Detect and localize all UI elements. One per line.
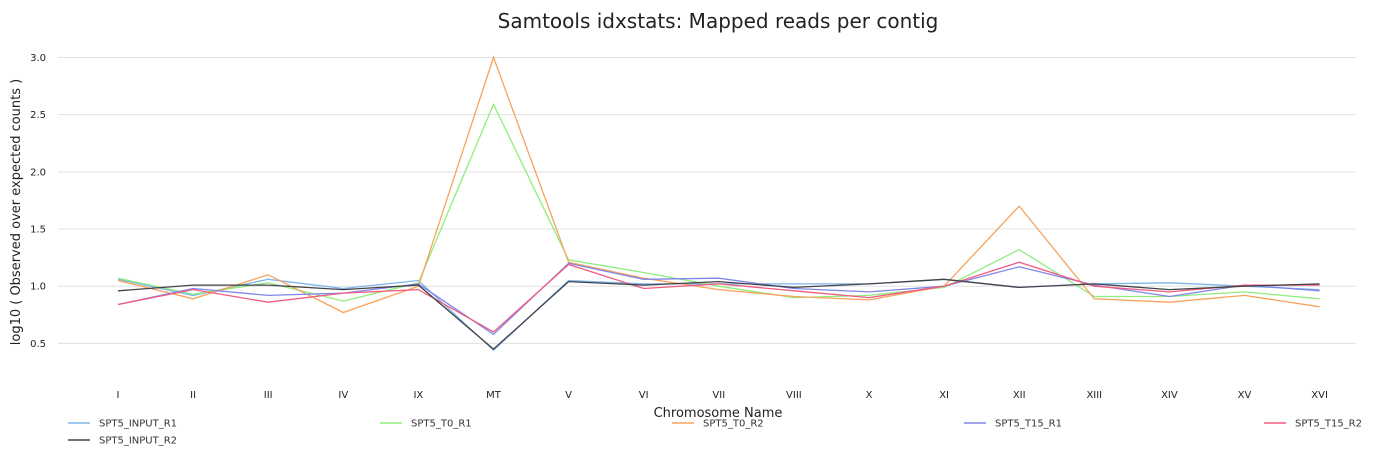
y-tick-label: 0.5 — [30, 339, 46, 350]
y-tick-label: 2.0 — [30, 167, 46, 178]
x-axis-label: Chromosome Name — [654, 406, 783, 421]
legend-label: SPT5_T15_R1 — [995, 419, 1062, 430]
x-tick-label: V — [565, 390, 572, 401]
legend[interactable]: SPT5_INPUT_R1 SPT5_T0_R1 SPT5_T0_R2 SPT5_T1… — [68, 419, 1362, 447]
y-tick-label: 1.5 — [30, 225, 46, 236]
chart-title: Samtools idxstats: Mapped reads per cont… — [498, 9, 939, 33]
x-tick-label: XII — [1013, 390, 1026, 401]
grid — [58, 56, 1356, 344]
x-tick-label: III — [264, 390, 273, 401]
legend-item[interactable]: SPT5_INPUT_R1 — [68, 419, 177, 430]
series-line-spt5-t0-r2[interactable] — [117, 55, 1320, 314]
legend-item[interactable]: SPT5_T15_R1 — [964, 419, 1062, 430]
x-tick-label: XVI — [1311, 390, 1328, 401]
y-tick-label: 2.5 — [30, 110, 46, 121]
legend-label: SPT5_T0_R1 — [411, 419, 472, 430]
x-tick-label: I — [117, 390, 120, 401]
y-tick-label: 1.0 — [30, 282, 46, 293]
x-tick-label: XI — [939, 390, 949, 401]
x-tick-label: XV — [1238, 390, 1252, 401]
legend-item[interactable]: SPT5_T15_R2 — [1264, 419, 1362, 430]
x-tick-label: XIV — [1161, 390, 1178, 401]
series-line-spt5-t0-r1[interactable] — [117, 102, 1320, 302]
y-tick-label: 3.0 — [30, 53, 46, 64]
x-tick-label: IV — [338, 390, 348, 401]
x-tick-label: IX — [413, 390, 423, 401]
legend-label: SPT5_INPUT_R1 — [99, 419, 177, 430]
x-tick-label: X — [866, 390, 873, 401]
series-line-spt5-t15-r2[interactable] — [117, 261, 1320, 333]
x-tick-label: VI — [639, 390, 649, 401]
series-line-spt5-t15-r1[interactable] — [117, 262, 1320, 336]
legend-item[interactable]: SPT5_T0_R2 — [672, 419, 764, 430]
series-line-spt5-input-r2[interactable] — [117, 278, 1320, 350]
x-tick-label: MT — [486, 390, 502, 401]
y-axis-label: log10 ( Observed over expected counts ) — [9, 79, 24, 346]
series-lines — [117, 55, 1320, 352]
legend-label: SPT5_T15_R2 — [1295, 419, 1362, 430]
legend-item[interactable]: SPT5_T0_R1 — [380, 419, 472, 430]
x-axis-ticks: I II III IV IX MT V VI VII VIII X XI XII XIII XIV XV XVI — [117, 390, 1328, 401]
legend-label: SPT5_T0_R2 — [703, 419, 764, 430]
x-tick-label: XIII — [1086, 390, 1102, 401]
y-axis-ticks: 0.5 1.0 1.5 2.0 2.5 3.0 — [30, 53, 46, 350]
x-tick-label: II — [190, 390, 196, 401]
x-tick-label: VIII — [786, 390, 802, 401]
x-tick-label: VII — [712, 390, 725, 401]
legend-label: SPT5_INPUT_R2 — [99, 436, 177, 447]
legend-item[interactable]: SPT5_INPUT_R2 — [68, 436, 177, 447]
